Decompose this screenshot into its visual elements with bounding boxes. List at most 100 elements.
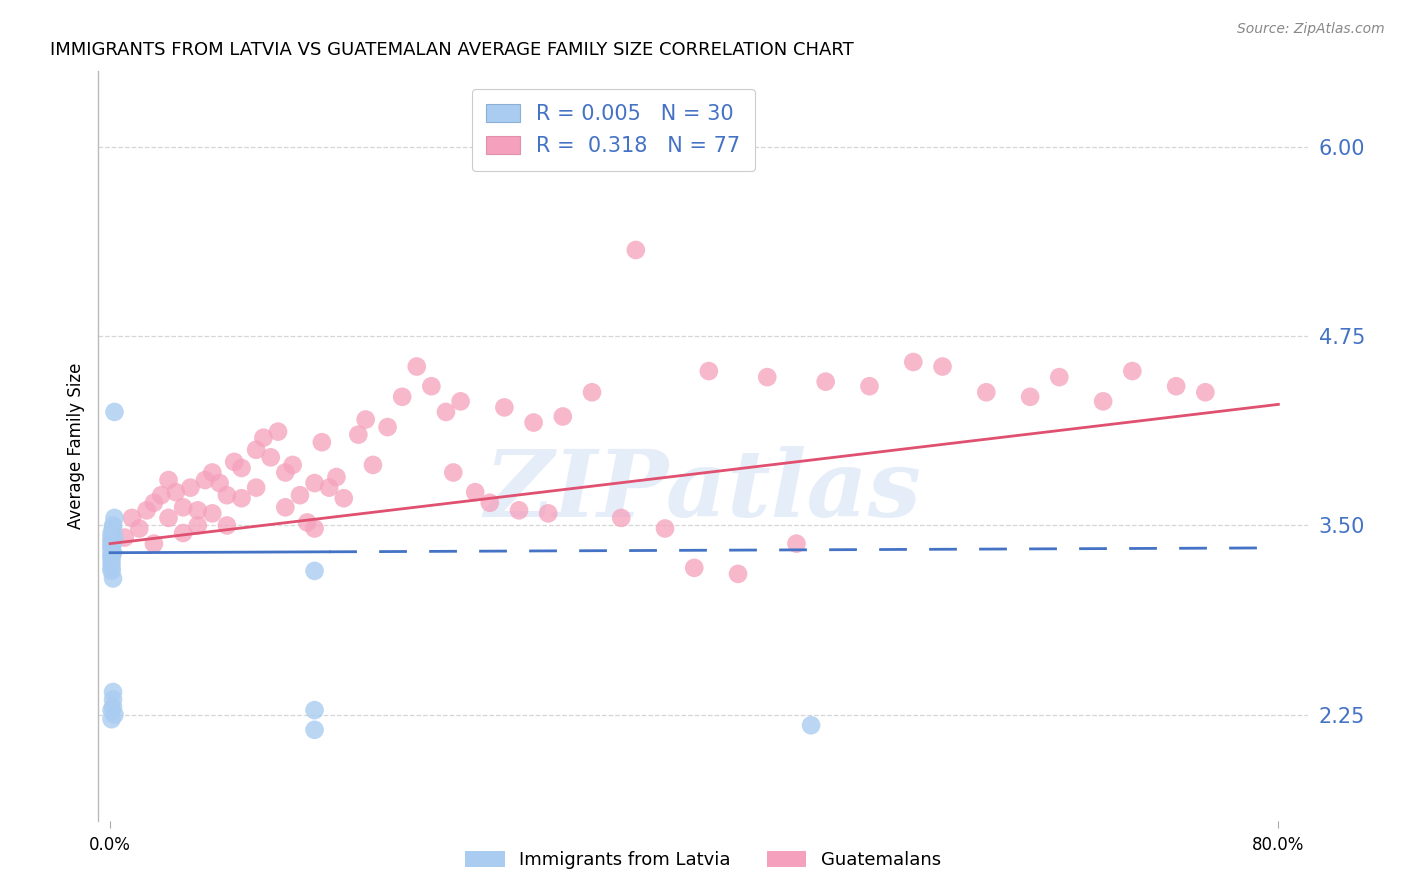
Point [215,518,238,533]
Y-axis label: Average Family Size: Average Family Size [66,363,84,529]
Point [1194,385,1216,400]
Point [101,536,124,550]
Point [785,536,807,550]
Point [434,405,457,419]
Point [304,521,326,535]
Point [101,685,124,699]
Point [1092,394,1115,409]
Point [101,521,124,535]
Point [297,516,319,530]
Point [142,496,165,510]
Point [103,511,125,525]
Point [974,385,997,400]
Point [101,518,124,533]
Point [172,500,194,515]
Point [377,420,399,434]
Point [100,551,122,566]
Point [100,557,122,571]
Point [274,500,297,515]
Point [224,455,246,469]
Point [100,546,122,560]
Point [172,526,194,541]
Point [215,488,238,502]
Point [1047,370,1070,384]
Point [245,481,267,495]
Point [100,712,122,726]
Point [245,442,267,457]
Point [354,412,377,426]
Point [347,427,370,442]
Point [304,476,326,491]
Point [420,379,443,393]
Point [231,491,253,506]
Point [165,485,187,500]
Point [800,718,823,732]
Point [610,511,633,525]
Point [100,533,122,548]
Text: Source: ZipAtlas.com: Source: ZipAtlas.com [1237,22,1385,37]
Point [537,507,560,521]
Point [100,561,122,575]
Point [1121,364,1143,378]
Point [903,355,925,369]
Point [325,470,347,484]
Point [128,521,150,535]
Point [179,481,201,495]
Point [252,431,274,445]
Point [103,707,125,722]
Point [100,536,122,550]
Point [814,375,837,389]
Point [1019,390,1042,404]
Point [101,571,124,585]
Point [267,425,290,439]
Point [405,359,427,374]
Point [508,503,530,517]
Point [683,561,706,575]
Point [1166,379,1188,393]
Legend: R = 0.005   N = 30, R =  0.318   N = 77: R = 0.005 N = 30, R = 0.318 N = 77 [471,89,755,170]
Point [332,491,354,506]
Point [101,692,124,706]
Point [260,450,283,465]
Point [281,458,304,472]
Point [478,496,501,510]
Point [231,461,253,475]
Point [494,401,516,415]
Point [101,700,124,714]
Point [523,416,546,430]
Point [304,564,326,578]
Point [304,723,326,737]
Point [100,540,122,554]
Point [187,518,209,533]
Point [450,394,472,409]
Point [464,485,486,500]
Point [103,531,125,545]
Point [304,703,326,717]
Point [100,564,122,578]
Point [157,511,180,525]
Point [100,703,122,717]
Point [697,364,720,378]
Point [318,481,340,495]
Point [581,385,603,400]
Point [858,379,880,393]
Point [194,473,217,487]
Point [100,531,122,545]
Point [103,405,125,419]
Text: ZIPatlas: ZIPatlas [485,446,921,536]
Point [931,359,953,374]
Text: IMMIGRANTS FROM LATVIA VS GUATEMALAN AVERAGE FAMILY SIZE CORRELATION CHART: IMMIGRANTS FROM LATVIA VS GUATEMALAN AVE… [51,41,853,59]
Point [101,546,124,560]
Point [187,503,209,517]
Point [142,536,165,550]
Point [135,503,157,517]
Legend: Immigrants from Latvia, Guatemalans: Immigrants from Latvia, Guatemalans [456,842,950,879]
Point [727,566,749,581]
Point [551,409,574,424]
Point [150,488,173,502]
Point [274,466,297,480]
Point [157,473,180,487]
Point [756,370,779,384]
Point [288,488,311,502]
Point [201,507,224,521]
